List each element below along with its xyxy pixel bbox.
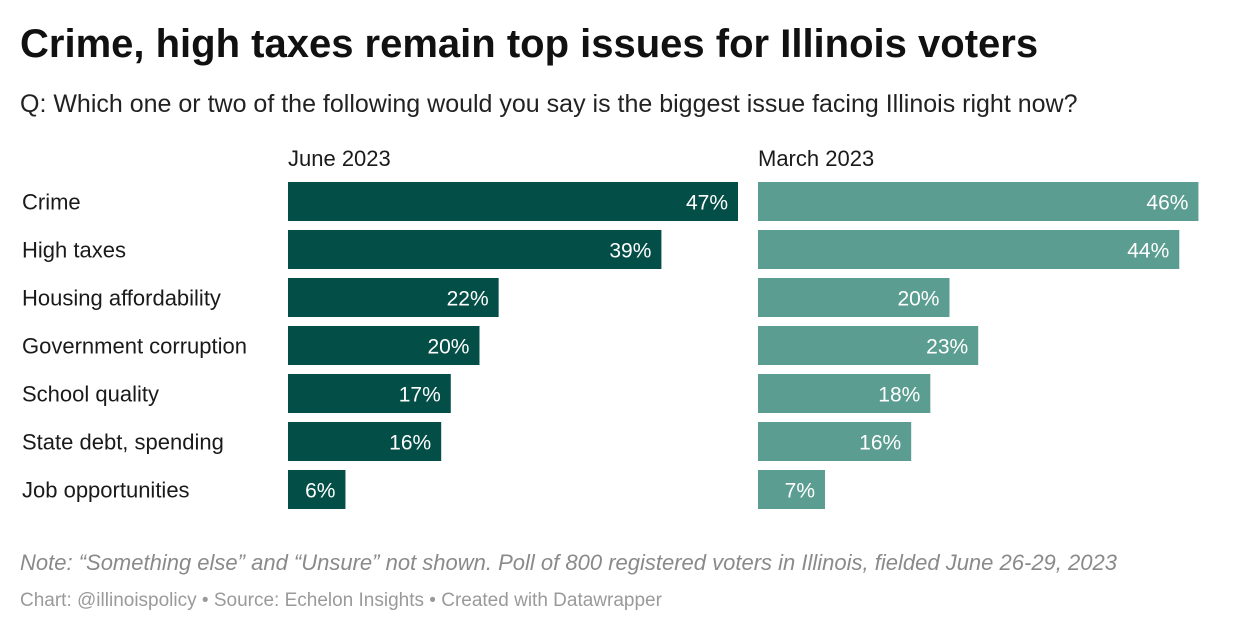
bar-value-label: 20% — [897, 288, 939, 311]
bar — [288, 182, 738, 221]
bar-value-label: 20% — [427, 336, 469, 359]
category-label: Crime — [22, 190, 81, 215]
category-label: Job opportunities — [22, 478, 190, 503]
panel-header: March 2023 — [758, 146, 874, 171]
bar — [288, 374, 451, 413]
bar-value-label: 39% — [609, 240, 651, 263]
bar — [758, 470, 826, 509]
bar — [758, 278, 950, 317]
bar-value-label: 7% — [785, 480, 815, 503]
bar — [288, 278, 499, 317]
bar-value-label: 44% — [1127, 240, 1169, 263]
bar — [758, 374, 931, 413]
bar — [758, 422, 912, 461]
bar-value-label: 23% — [926, 336, 968, 359]
bar-value-label: 16% — [389, 432, 431, 455]
bar — [288, 470, 346, 509]
bar — [758, 230, 1180, 269]
chart-note: Note: “Something else” and “Unsure” not … — [20, 550, 1117, 575]
bar-value-label: 47% — [686, 192, 728, 215]
bar — [758, 182, 1199, 221]
bar — [288, 326, 480, 365]
panel-header: June 2023 — [288, 146, 391, 171]
bar-value-label: 16% — [859, 432, 901, 455]
category-label: State debt, spending — [22, 430, 224, 455]
bar-chart: Crime High taxes Housing affordability Gove… — [22, 146, 1199, 509]
category-label: School quality — [22, 382, 159, 407]
bar-value-label: 17% — [399, 384, 441, 407]
bar — [288, 230, 662, 269]
bar-value-label: 6% — [305, 480, 335, 503]
bar-value-label: 18% — [878, 384, 920, 407]
bar-value-label: 46% — [1146, 192, 1188, 215]
category-label: Housing affordability — [22, 286, 221, 311]
category-label: High taxes — [22, 238, 126, 263]
chart-title: Crime, high taxes remain top issues for … — [20, 22, 1039, 66]
chart-credits: Chart: @illinoispolicy • Source: Echelon… — [20, 590, 662, 611]
category-label: Government corruption — [22, 334, 247, 359]
bar-value-label: 22% — [447, 288, 489, 311]
bar — [288, 422, 442, 461]
chart-subtitle: Q: Which one or two of the following wou… — [20, 90, 1078, 118]
bar — [758, 326, 979, 365]
